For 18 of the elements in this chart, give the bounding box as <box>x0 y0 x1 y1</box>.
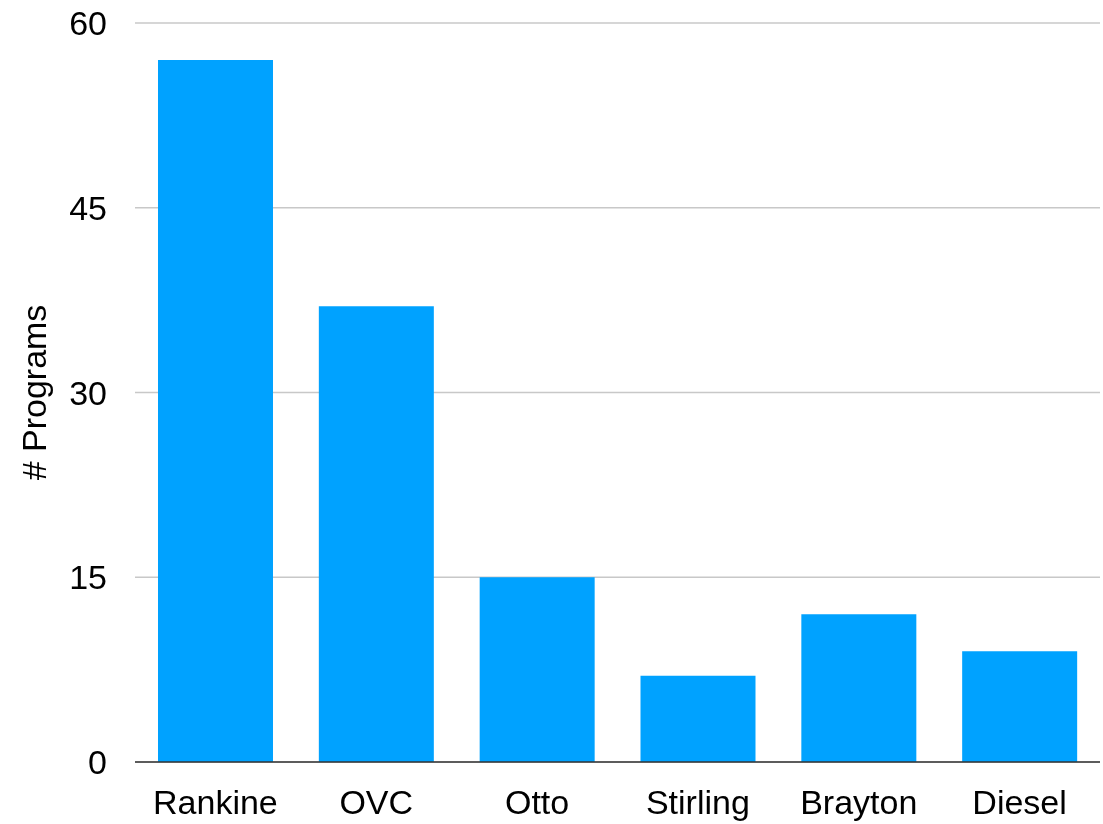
x-tick-label: OVC <box>339 783 414 822</box>
x-tick-label: Otto <box>504 783 570 822</box>
y-tick-label: 30 <box>69 373 107 412</box>
y-tick-label: 15 <box>69 558 107 597</box>
bar <box>640 675 756 762</box>
y-axis-title: # Programs <box>15 304 53 481</box>
bar <box>158 59 273 762</box>
bar <box>318 306 434 762</box>
y-tick-label: 45 <box>69 188 107 227</box>
y-tick-label: 60 <box>69 4 107 43</box>
bar <box>801 614 917 762</box>
bar <box>962 651 1078 762</box>
x-tick-label: Diesel <box>972 783 1067 822</box>
y-tick-label: 0 <box>88 743 107 782</box>
x-tick-label: Rankine <box>153 783 278 822</box>
bar <box>479 577 595 762</box>
x-tick-label: Brayton <box>800 783 918 822</box>
x-tick-label: Stirling <box>645 783 750 822</box>
